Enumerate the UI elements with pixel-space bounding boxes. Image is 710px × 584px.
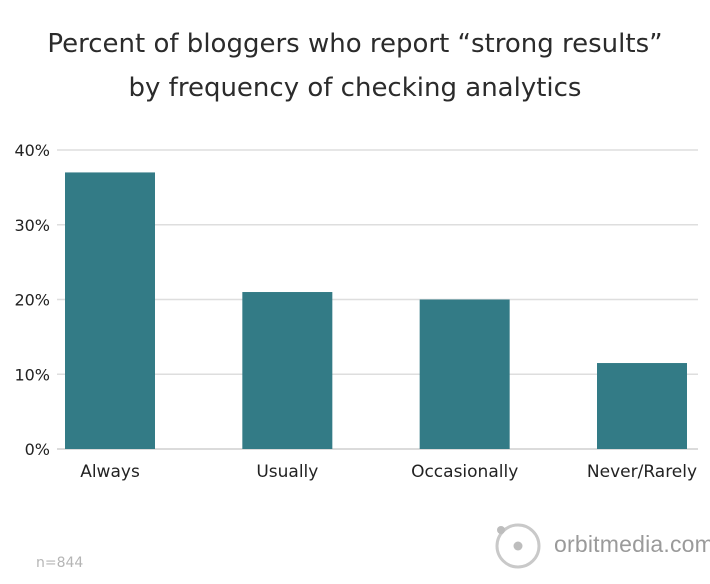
x-axis-labels: Always Usually Occasionally Never/Rarely: [80, 462, 697, 482]
x-category-label: Always: [80, 462, 140, 482]
sample-size-note: n=844: [36, 555, 84, 571]
y-tick-label: 10%: [14, 365, 50, 384]
bar-always: [65, 172, 155, 450]
x-category-label: Usually: [256, 462, 318, 482]
bar-never-rarely: [597, 363, 687, 449]
chart-title-line2: by frequency of checking analytics: [128, 73, 582, 103]
chart-title-line1: Percent of bloggers who report “strong r…: [47, 29, 663, 59]
gridlines: [57, 149, 698, 450]
orbitmedia-logo: orbitmedia.com: [492, 520, 710, 570]
y-tick-label: 0%: [25, 440, 50, 459]
x-category-label: Never/Rarely: [587, 462, 697, 482]
chart-title: Percent of bloggers who report “strong r…: [0, 22, 710, 110]
y-tick-label: 20%: [14, 291, 50, 310]
y-tick-label: 30%: [14, 216, 50, 235]
bar-occasionally: [419, 299, 510, 449]
logo-text: orbitmedia.com: [554, 531, 710, 557]
orbit-icon: [495, 523, 541, 569]
y-axis-ticks: 0% 10% 20% 30% 40%: [14, 141, 50, 459]
bars: [65, 172, 687, 450]
x-category-label: Occasionally: [411, 462, 518, 482]
y-tick-label: 40%: [14, 141, 50, 160]
bar-usually: [242, 292, 333, 449]
